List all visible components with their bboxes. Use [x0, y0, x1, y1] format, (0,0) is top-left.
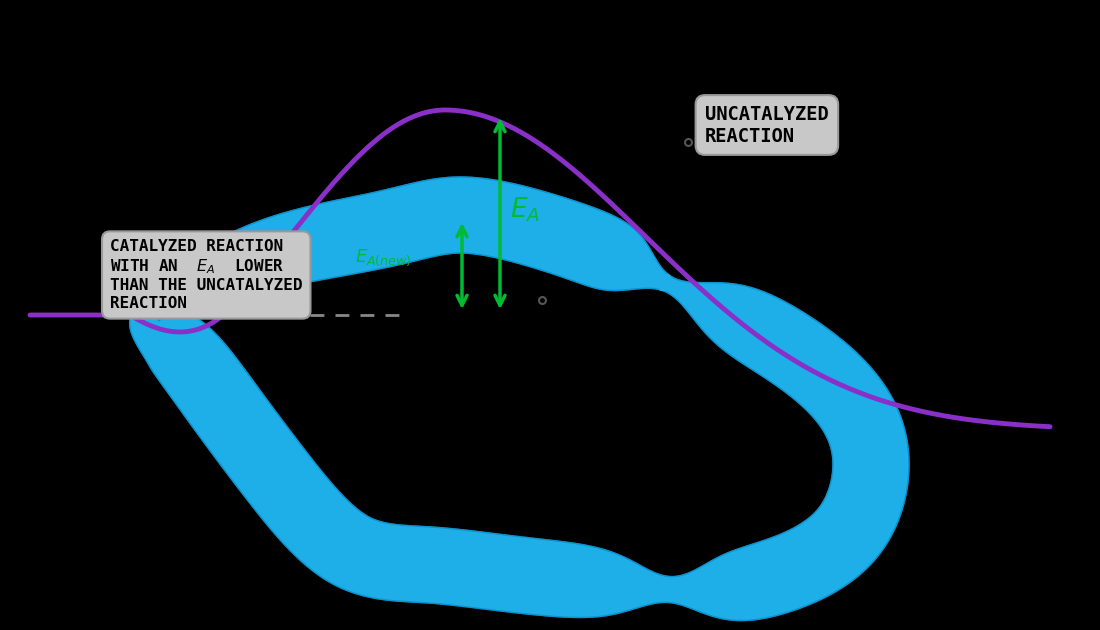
Text: $E_A$: $E_A$ [510, 196, 540, 224]
Polygon shape [130, 177, 909, 621]
Text: CATALYZED REACTION
WITH AN  $E_A$  LOWER
THAN THE UNCATALYZED
REACTION: CATALYZED REACTION WITH AN $E_A$ LOWER T… [110, 239, 302, 311]
Text: $E_{A(new)}$: $E_{A(new)}$ [355, 248, 411, 268]
Text: UNCATALYZED
REACTION: UNCATALYZED REACTION [705, 105, 828, 146]
